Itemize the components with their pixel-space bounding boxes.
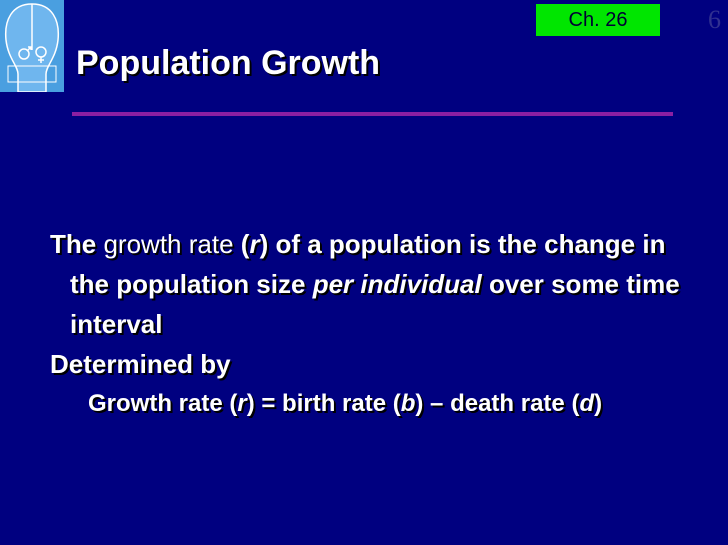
bullet-text: r <box>249 229 260 259</box>
equation-text: ) = birth rate ( <box>246 390 401 417</box>
equation-text: ) <box>594 390 603 417</box>
slide-number: 6 <box>708 5 721 34</box>
equation-text: Growth rate ( <box>88 390 238 417</box>
bullet-growth-rate: The growth rate (r) of a population is t… <box>50 224 710 344</box>
male-female-silhouette-icon <box>0 0 64 92</box>
bullet-text: over some time interval <box>70 269 680 339</box>
bullet-text: ) of a population is the change in the p… <box>70 229 666 299</box>
sub-bullet-equation: Growth rate (r) = birth rate (b) – death… <box>88 384 710 424</box>
bullet-text: per individual <box>312 269 482 299</box>
slide-body: The growth rate (r) of a population is t… <box>50 224 710 424</box>
equation-text: r <box>237 390 247 417</box>
equation-text: d <box>579 390 595 417</box>
bullet-text: The <box>50 229 97 259</box>
bullet-text: ( <box>240 229 250 259</box>
chapter-badge: Ch. 26 <box>536 4 660 36</box>
bullet-determined-by: Determined by <box>50 349 231 379</box>
logo <box>0 0 64 92</box>
title-divider <box>72 112 673 116</box>
equation-text: b <box>400 390 416 417</box>
slide-title: Population Growth <box>76 44 381 82</box>
bullet-text: growth rate <box>103 229 234 259</box>
equation-text: ) – death rate ( <box>415 390 580 417</box>
